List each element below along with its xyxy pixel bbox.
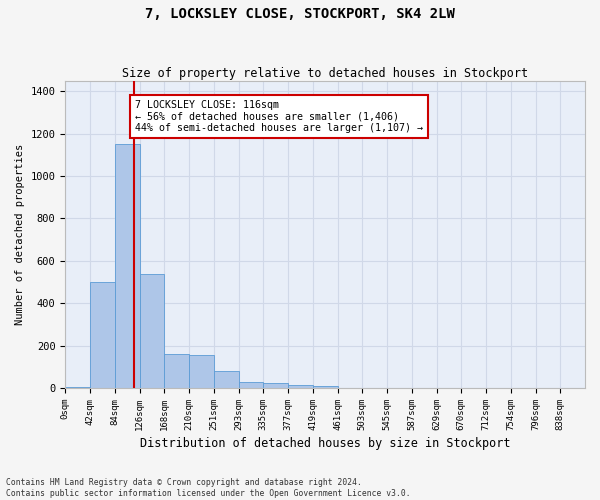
X-axis label: Distribution of detached houses by size in Stockport: Distribution of detached houses by size … <box>140 437 511 450</box>
Bar <box>214 371 239 388</box>
Text: 7, LOCKSLEY CLOSE, STOCKPORT, SK4 2LW: 7, LOCKSLEY CLOSE, STOCKPORT, SK4 2LW <box>145 8 455 22</box>
Bar <box>90 282 115 388</box>
Text: Contains HM Land Registry data © Crown copyright and database right 2024.
Contai: Contains HM Land Registry data © Crown c… <box>6 478 410 498</box>
Bar <box>263 384 288 388</box>
Bar <box>189 355 214 388</box>
Text: 7 LOCKSLEY CLOSE: 116sqm
← 56% of detached houses are smaller (1,406)
44% of sem: 7 LOCKSLEY CLOSE: 116sqm ← 56% of detach… <box>136 100 424 133</box>
Title: Size of property relative to detached houses in Stockport: Size of property relative to detached ho… <box>122 66 528 80</box>
Bar <box>239 382 263 388</box>
Bar <box>115 144 140 388</box>
Y-axis label: Number of detached properties: Number of detached properties <box>15 144 25 325</box>
Bar <box>313 386 338 388</box>
Bar <box>288 385 313 388</box>
Bar <box>65 387 90 388</box>
Bar <box>164 354 189 388</box>
Bar <box>140 274 164 388</box>
